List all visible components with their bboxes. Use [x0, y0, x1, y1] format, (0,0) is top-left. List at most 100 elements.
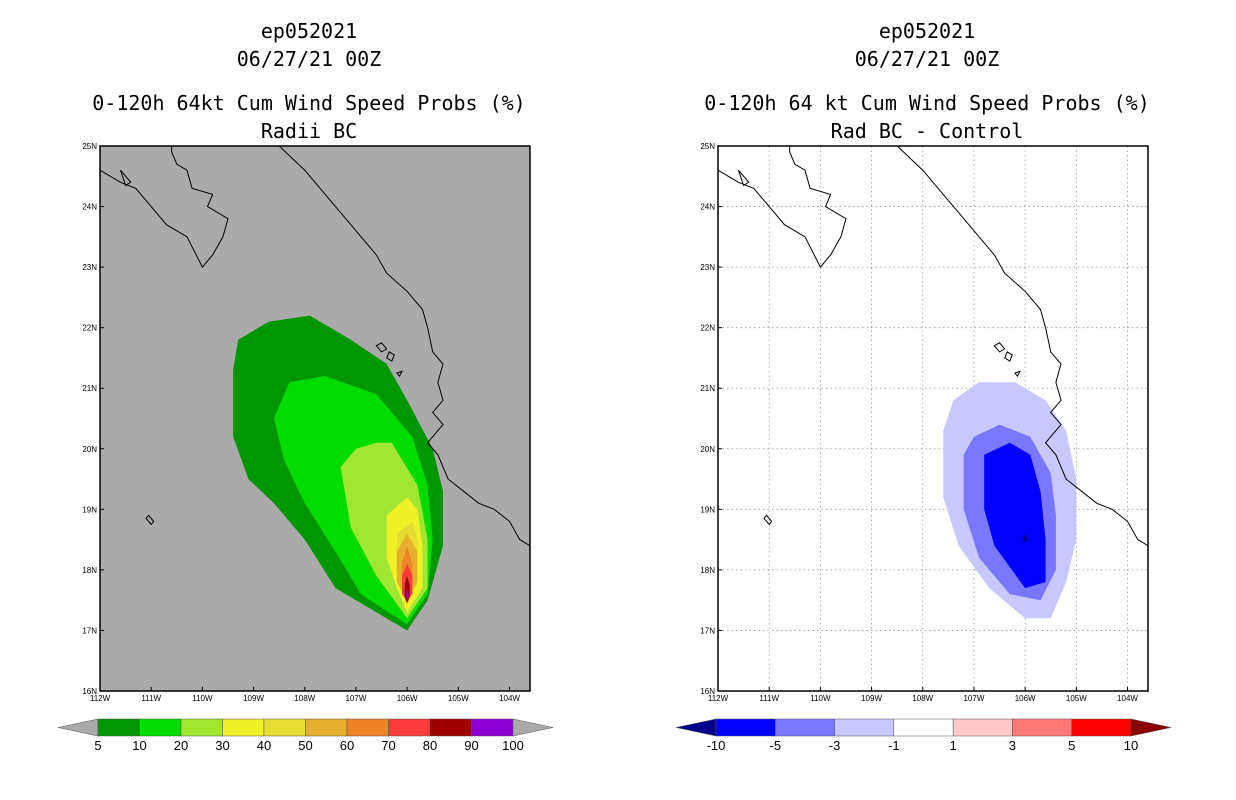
lat-tick-label: 21N: [700, 384, 715, 393]
colorbar-swatch: [305, 718, 348, 737]
lon-tick-label: 111W: [759, 694, 779, 703]
lon-tick-label: 110W: [810, 694, 831, 703]
colorbar-under: [57, 718, 99, 737]
lat-tick-label: 25N: [82, 142, 97, 151]
colorbar-label: 70: [381, 738, 395, 753]
lon-tick-label: 111W: [141, 694, 161, 703]
left-colorbar: 5 10 20 30 40 50 60 70 80 90 100: [57, 718, 554, 753]
left-panel: ep052021 06/27/21 00Z 0-120h 64kt Cum Wi…: [57, 19, 554, 753]
right-panel: ep052021 06/27/21 00Z 0-120h 64 kt Cum W…: [675, 19, 1172, 753]
lon-tick-label: 112W: [90, 694, 111, 703]
coastline-baja: [718, 146, 847, 268]
lat-tick-label: 24N: [82, 203, 97, 212]
lat-tick-label: 16N: [82, 687, 97, 696]
coastline-island: [993, 342, 1006, 353]
colorbar-swatch: [1071, 718, 1132, 737]
map-content: [718, 146, 1148, 691]
lon-tick-label: 104W: [499, 694, 520, 703]
colorbar-over: [512, 718, 554, 737]
lon-tick-label: 105W: [448, 694, 469, 703]
lat-tick-label: 18N: [700, 566, 715, 575]
colorbar-label: 50: [298, 738, 312, 753]
colorbar-swatch: [222, 718, 265, 737]
lon-tick-label: 104W: [1117, 694, 1138, 703]
colorbar-label: -1: [888, 738, 900, 753]
colorbar-swatch: [180, 718, 223, 737]
map-content: [100, 146, 530, 631]
right-title-line-4: Rad BC - Control: [831, 119, 1024, 143]
lat-tick-label: 18N: [82, 566, 97, 575]
lat-tick-label: 22N: [82, 324, 97, 333]
colorbar-swatch: [775, 718, 835, 737]
left-title-line-2: 06/27/21 00Z: [237, 47, 382, 71]
lat-tick-label: 17N: [82, 626, 97, 635]
left-title-line-3: 0-120h 64kt Cum Wind Speed Probs (%): [92, 91, 525, 115]
lat-tick-label: 17N: [700, 626, 715, 635]
lat-tick-label: 21N: [82, 384, 97, 393]
colorbar-swatch: [429, 718, 472, 737]
lat-tick-label: 25N: [700, 142, 715, 151]
contour-level-neg10: [1022, 533, 1028, 543]
lon-tick-label: 110W: [192, 694, 213, 703]
coastline-mainland: [278, 146, 530, 547]
map-frame: [99, 145, 531, 692]
lon-tick-label: 108W: [912, 694, 933, 703]
right-title-line-3: 0-120h 64 kt Cum Wind Speed Probs (%): [704, 91, 1150, 115]
lon-tick-label: 109W: [243, 694, 264, 703]
coastline-island: [1014, 370, 1022, 377]
coastline-baja: [100, 146, 229, 268]
colorbar-label: 60: [340, 738, 354, 753]
lon-tick-label: 112W: [708, 694, 729, 703]
colorbar-swatch: [952, 718, 1013, 737]
lat-tick-label: 22N: [700, 324, 715, 333]
colorbar-over: [1130, 718, 1172, 737]
colorbar-label: 5: [1068, 738, 1075, 753]
colorbar-swatch: [139, 718, 182, 737]
colorbar-swatch: [263, 718, 306, 737]
right-map: 112W 111W 110W 109W 108W 107W 106W 105W 104W 16N 1…: [700, 142, 1149, 703]
colorbar-label: 1: [950, 738, 957, 753]
coastline-island: [145, 514, 155, 526]
lat-tick-label: 23N: [700, 263, 715, 272]
colorbar-label: 10: [1124, 738, 1138, 753]
lon-tick-label: 108W: [294, 694, 315, 703]
colorbar-label: 30: [215, 738, 229, 753]
coastline-island: [120, 169, 132, 187]
left-title-line-4: Radii BC: [261, 119, 357, 143]
coastline-island: [396, 370, 404, 377]
map-background: [718, 146, 1148, 691]
lat-tick-label: 19N: [700, 505, 715, 514]
lat-tick-label: 19N: [82, 505, 97, 514]
lon-tick-label: 107W: [345, 694, 366, 703]
colorbar-under: [675, 718, 717, 737]
lat-tick-label: 16N: [700, 687, 715, 696]
left-title-line-1: ep052021: [261, 19, 357, 43]
right-colorbar: -10 -5 -3 -1 1 3 5 10: [675, 718, 1172, 753]
coastline-island: [375, 342, 388, 353]
map-frame: [717, 145, 1149, 692]
colorbar-label: 80: [423, 738, 437, 753]
left-map: 112W 111W 110W 109W 108W 107W 106W 105W 104W 16N 1…: [82, 142, 531, 703]
coastline-island: [763, 514, 773, 526]
colorbar-swatch: [834, 718, 895, 737]
lon-tick-label: 109W: [861, 694, 882, 703]
colorbar-label: 40: [257, 738, 271, 753]
colorbar-label: -10: [707, 738, 726, 753]
colorbar-label: 5: [94, 738, 101, 753]
contour-level-neg5: [984, 442, 1046, 589]
colorbar-label: -3: [829, 738, 841, 753]
coastline-island: [1004, 351, 1013, 362]
coastline-island: [386, 351, 395, 362]
lon-tick-label: 106W: [397, 694, 418, 703]
lon-tick-label: 106W: [1015, 694, 1036, 703]
colorbar-label: 3: [1009, 738, 1016, 753]
lat-tick-label: 20N: [700, 445, 715, 454]
colorbar-label: 10: [132, 738, 146, 753]
contour-level-90: [405, 588, 409, 601]
lon-tick-label: 105W: [1066, 694, 1087, 703]
lon-tick-label: 107W: [963, 694, 984, 703]
colorbar-swatch: [471, 718, 514, 737]
lat-tick-label: 20N: [82, 445, 97, 454]
colorbar-swatch: [97, 718, 140, 737]
